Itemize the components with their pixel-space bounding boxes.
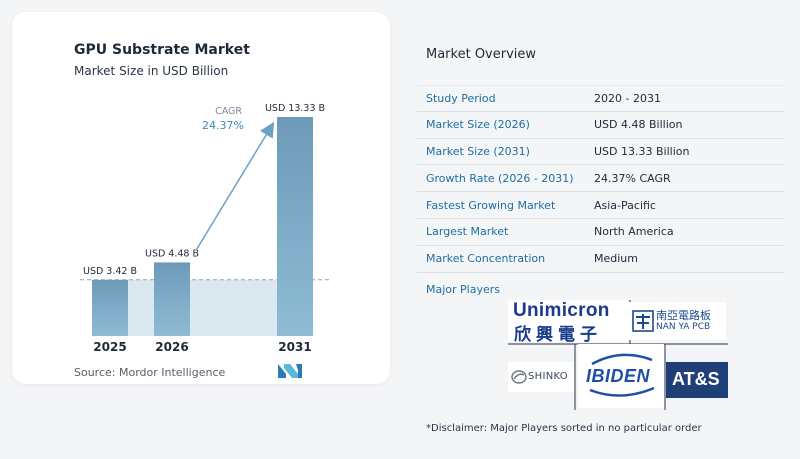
overview-row: Market Size (2031) USD 13.33 Billion bbox=[417, 139, 785, 166]
x-tick-label: 2026 bbox=[155, 340, 188, 354]
cagr-label: CAGR bbox=[215, 106, 242, 117]
chart-title: GPU Substrate Market bbox=[74, 42, 250, 58]
overview-row: Market Size (2026) USD 4.48 Billion bbox=[417, 112, 785, 139]
nanya-pcb-logo: 南亞電路板 NAN YA PCB bbox=[628, 302, 726, 340]
cagr-arrow bbox=[195, 121, 275, 251]
nanya-emblem-icon bbox=[632, 310, 654, 332]
disclaimer-text: *Disclaimer: Major Players sorted in no … bbox=[426, 423, 702, 434]
shinko-logo: SHINKO bbox=[508, 362, 574, 392]
overview-value: North America bbox=[594, 225, 674, 239]
shinko-emblem-icon bbox=[511, 370, 527, 384]
overview-label: Market Concentration bbox=[426, 252, 546, 266]
overview-value: USD 4.48 Billion bbox=[594, 118, 683, 132]
x-tick-label: 2031 bbox=[278, 340, 311, 354]
ibiden-logo: IBIDEN bbox=[578, 344, 664, 408]
overview-row: Study Period 2020 - 2031 bbox=[417, 85, 785, 112]
chart-subtitle: Market Size in USD Billion bbox=[74, 64, 229, 78]
mordor-logo-icon bbox=[278, 364, 302, 378]
ibiden-logo-text: IBIDEN bbox=[586, 366, 651, 386]
major-players-title: Major Players bbox=[426, 283, 500, 296]
ats-logo-text: AT&S bbox=[672, 369, 720, 389]
overview-value: 24.37% CAGR bbox=[594, 171, 671, 185]
source-text: Source: Mordor Intelligence bbox=[74, 366, 226, 379]
overview-label: Study Period bbox=[426, 91, 496, 105]
overview-table: Study Period 2020 - 2031 Market Size (20… bbox=[417, 85, 785, 273]
overview-value: 2020 - 2031 bbox=[594, 91, 661, 105]
shinko-logo-text: SHINKO bbox=[528, 371, 568, 382]
data-label: USD 3.42 B bbox=[83, 266, 137, 277]
nanya-logo-text: NAN YA PCB bbox=[656, 322, 711, 332]
unimicron-logo-chinese: 欣興電子 bbox=[514, 325, 602, 345]
overview-row: Growth Rate (2026 - 2031) 24.37% CAGR bbox=[417, 165, 785, 193]
overview-label: Market Size (2026) bbox=[426, 118, 530, 132]
data-label: USD 13.33 B bbox=[265, 103, 325, 114]
x-tick-label: 2025 bbox=[93, 340, 126, 354]
overview-value: Asia-Pacific bbox=[594, 198, 656, 212]
nanya-logo-chinese: 南亞電路板 bbox=[656, 309, 711, 322]
unimicron-logo: Unimicron 欣興電子 bbox=[508, 300, 628, 345]
overview-row: Fastest Growing Market Asia-Pacific bbox=[417, 192, 785, 219]
overview-label: Fastest Growing Market bbox=[426, 198, 556, 212]
overview-label: Growth Rate (2026 - 2031) bbox=[426, 171, 574, 185]
ats-logo: AT&S bbox=[666, 362, 728, 398]
data-label: USD 4.48 B bbox=[145, 248, 199, 259]
bar-2031 bbox=[277, 117, 313, 336]
cagr-value: 24.37% bbox=[202, 119, 244, 132]
overview-row: Largest Market North America bbox=[417, 219, 785, 246]
overview-title: Market Overview bbox=[426, 47, 537, 62]
overview-row: Market Concentration Medium bbox=[417, 246, 785, 273]
ibiden-swoosh-icon bbox=[589, 353, 655, 397]
overview-value: USD 13.33 Billion bbox=[594, 144, 690, 158]
unimicron-logo-text: Unimicron bbox=[513, 300, 610, 321]
overview-label: Market Size (2031) bbox=[426, 144, 530, 158]
bar-2026 bbox=[154, 262, 190, 336]
overview-label: Largest Market bbox=[426, 225, 509, 239]
overview-value: Medium bbox=[594, 252, 638, 266]
bar-2025 bbox=[92, 279, 128, 336]
